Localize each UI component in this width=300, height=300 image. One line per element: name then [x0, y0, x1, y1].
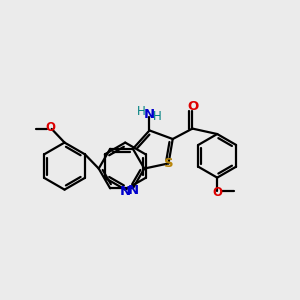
- Text: O: O: [187, 100, 199, 113]
- Text: N: N: [127, 184, 139, 197]
- Text: H: H: [153, 110, 162, 123]
- Text: N: N: [120, 185, 131, 198]
- Text: H: H: [136, 105, 145, 119]
- Text: O: O: [45, 121, 56, 134]
- Text: S: S: [164, 158, 173, 170]
- Text: N: N: [143, 108, 155, 121]
- Text: O: O: [212, 186, 222, 199]
